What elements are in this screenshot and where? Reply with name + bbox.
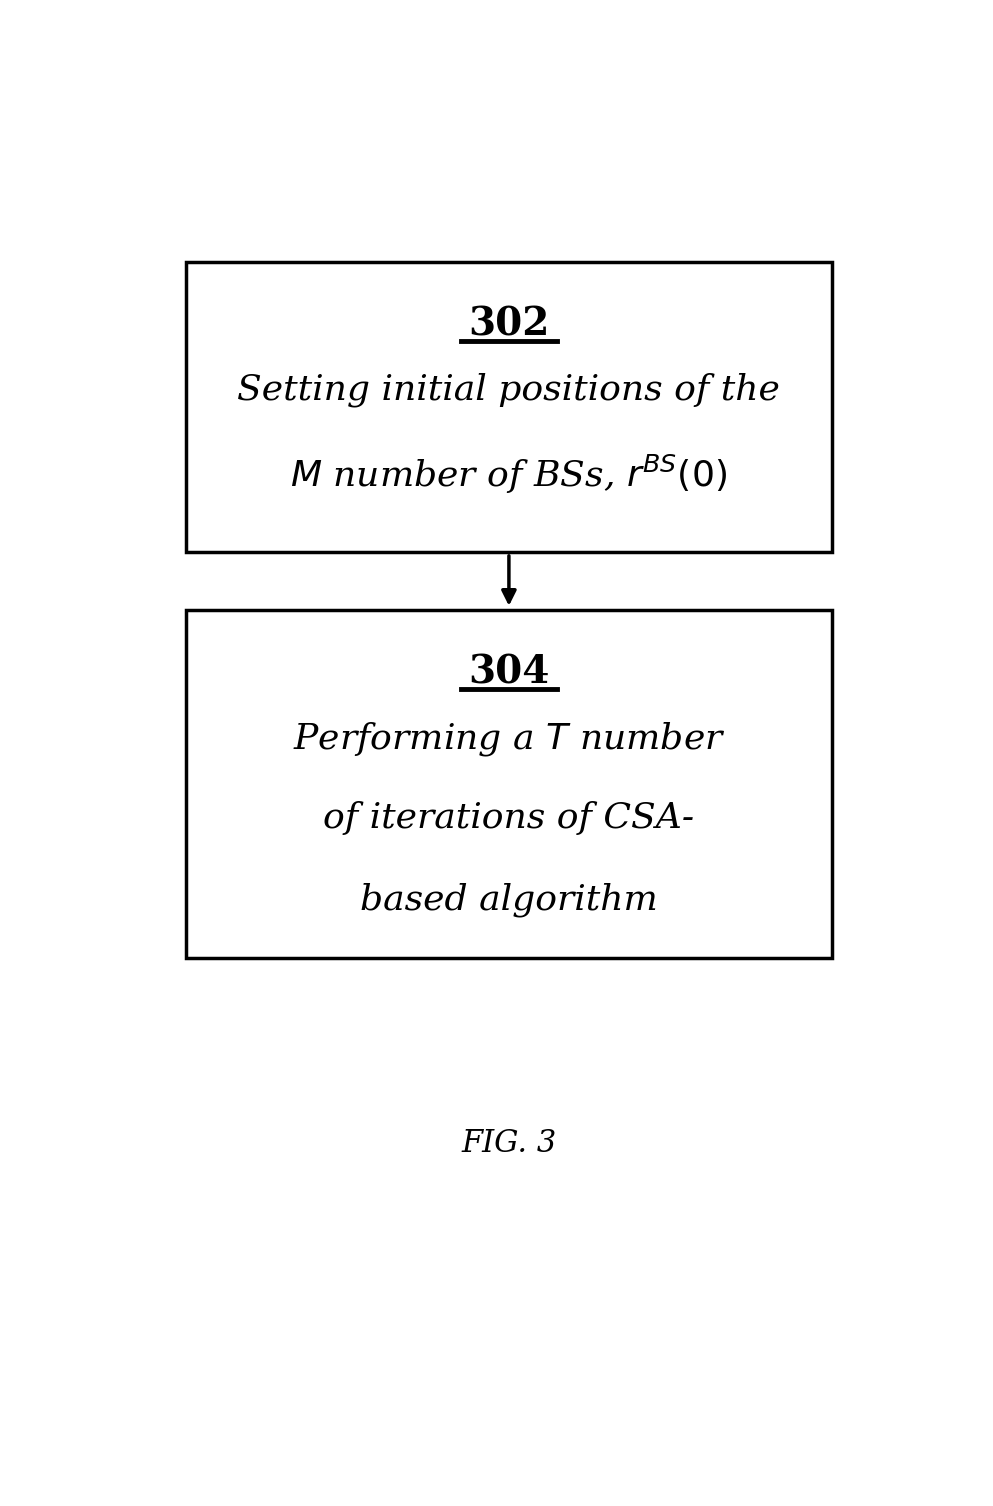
Text: 304: 304 xyxy=(469,654,549,691)
Text: based algorithm: based algorithm xyxy=(360,883,657,917)
FancyBboxPatch shape xyxy=(186,262,832,551)
Text: Performing a $T$ number: Performing a $T$ number xyxy=(293,720,725,758)
Text: Setting initial positions of the: Setting initial positions of the xyxy=(237,372,780,407)
Text: $M$ number of BSs, $r^{BS}(0)$: $M$ number of BSs, $r^{BS}(0)$ xyxy=(290,453,728,497)
FancyBboxPatch shape xyxy=(186,610,832,958)
Text: 302: 302 xyxy=(469,306,549,343)
Text: FIG. 3: FIG. 3 xyxy=(462,1128,556,1158)
Text: of iterations of CSA-: of iterations of CSA- xyxy=(324,801,694,836)
